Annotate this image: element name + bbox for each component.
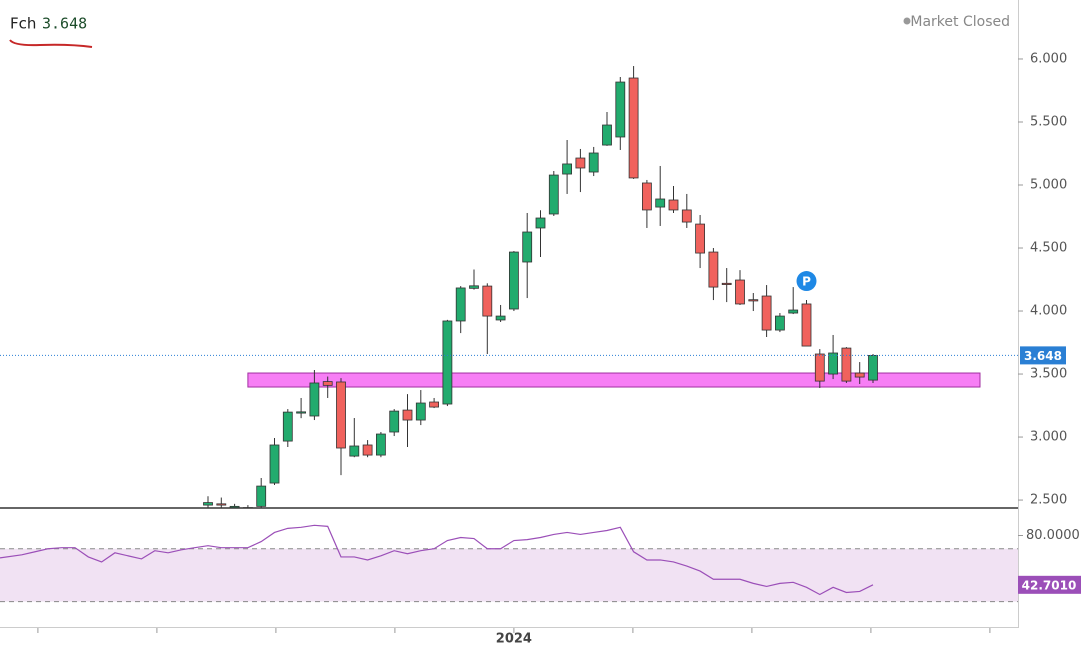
status-dot xyxy=(903,17,911,25)
candle-body xyxy=(708,251,719,288)
candle-body xyxy=(349,445,360,457)
annotation-marker xyxy=(796,271,817,292)
price-panel xyxy=(203,66,981,508)
rsi-badge xyxy=(1018,575,1081,594)
y-tick-label: 80.0000 xyxy=(1026,528,1080,543)
candle-body xyxy=(256,485,267,507)
candle-body xyxy=(628,77,639,179)
candle-body xyxy=(695,223,705,254)
candle-body xyxy=(442,320,453,405)
candle-body xyxy=(336,381,346,449)
candle-body xyxy=(828,352,838,375)
candle-body xyxy=(801,303,812,347)
x-tick-label: 2024 xyxy=(496,632,532,647)
y-tick-label: 4.500 xyxy=(1030,241,1067,256)
candle-body xyxy=(495,315,506,321)
candle-body xyxy=(522,231,533,263)
candle-body xyxy=(362,444,373,456)
candle-body xyxy=(548,174,559,215)
candle-body xyxy=(841,347,852,382)
candle-body xyxy=(402,409,413,421)
last-price-badge xyxy=(1020,346,1066,365)
y-tick-label: 3.500 xyxy=(1030,367,1067,382)
y-tick-label: 5.500 xyxy=(1030,114,1067,129)
rsi-value-label: 42.7010 xyxy=(1022,578,1077,592)
support-zone xyxy=(247,372,981,388)
candle-body xyxy=(748,299,759,302)
candle-body xyxy=(469,285,479,289)
y-tick-label: 6.000 xyxy=(1030,51,1067,66)
candle-body xyxy=(575,157,586,169)
candle-body xyxy=(761,295,772,331)
y-tick-label: 3.000 xyxy=(1030,430,1067,445)
candle-body xyxy=(721,282,732,285)
candle-body xyxy=(788,309,799,314)
underline xyxy=(9,39,93,48)
candle-body xyxy=(868,354,878,381)
candle-body xyxy=(655,198,666,208)
last-price-label: 3.648 xyxy=(1024,349,1062,363)
candle-body xyxy=(389,410,400,433)
rsi-band xyxy=(0,548,1018,602)
candle-body xyxy=(296,411,307,414)
candle-body xyxy=(482,285,493,317)
candle-body xyxy=(668,199,679,211)
candle-body xyxy=(814,353,825,382)
candle-body xyxy=(216,503,227,506)
y-tick-label: 5.000 xyxy=(1030,178,1067,193)
price: 3.648 xyxy=(42,15,87,33)
candle-body xyxy=(282,411,293,442)
candle-body xyxy=(415,402,426,421)
candle-body xyxy=(775,315,785,331)
candle-body xyxy=(854,372,865,378)
candle-body xyxy=(588,152,599,173)
candle-body xyxy=(615,81,626,138)
rsi-line xyxy=(0,524,874,596)
candle-body xyxy=(203,502,213,506)
y-tick-label: 2.500 xyxy=(1030,493,1067,508)
candle-body xyxy=(375,433,386,456)
candle-body xyxy=(309,382,320,417)
candle-body xyxy=(269,444,280,484)
candle-body xyxy=(429,401,440,408)
candle-body xyxy=(508,251,519,310)
market-status: Market Closed xyxy=(910,14,1010,30)
candle-body xyxy=(322,381,333,386)
candle-body xyxy=(455,287,466,322)
candle-body xyxy=(642,182,652,211)
candle-body xyxy=(562,163,572,175)
annotation-text: P xyxy=(802,275,811,289)
symbol: Fch xyxy=(10,15,36,33)
y-tick-label: 4.000 xyxy=(1030,304,1067,319)
rsi-panel xyxy=(0,524,1018,603)
candle-body xyxy=(535,217,546,229)
candle-body xyxy=(602,124,612,146)
candle-body xyxy=(229,505,240,508)
candle-body xyxy=(681,209,692,223)
candle-body xyxy=(242,507,253,508)
candle-body xyxy=(735,279,745,305)
